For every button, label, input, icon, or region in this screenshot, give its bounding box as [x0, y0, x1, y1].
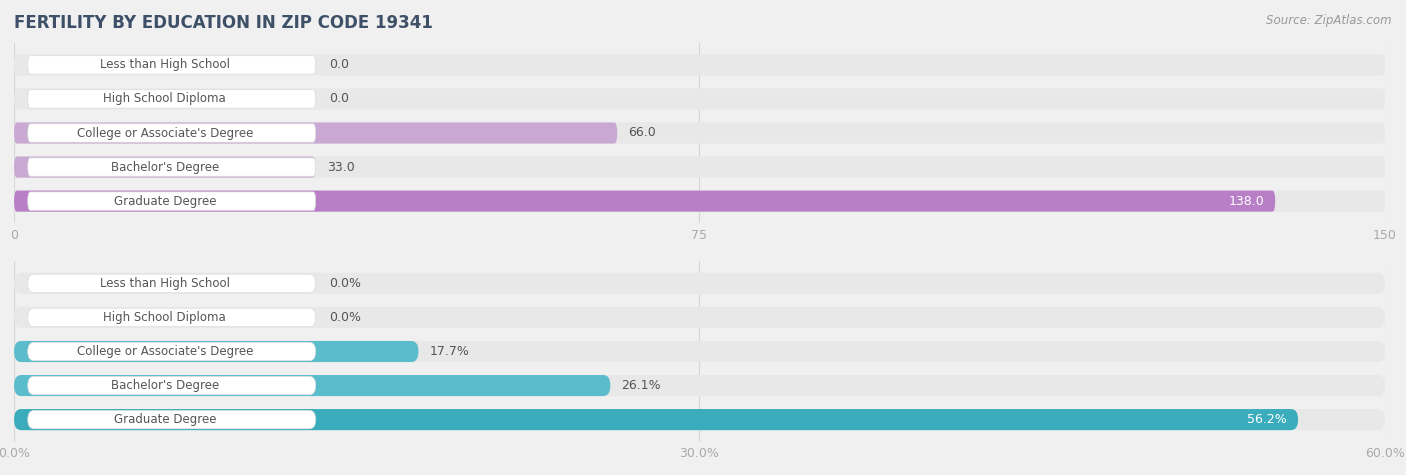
FancyBboxPatch shape [28, 342, 316, 361]
FancyBboxPatch shape [28, 376, 316, 395]
FancyBboxPatch shape [14, 273, 1385, 294]
Text: Bachelor's Degree: Bachelor's Degree [111, 161, 219, 173]
FancyBboxPatch shape [14, 341, 1385, 362]
Text: Source: ZipAtlas.com: Source: ZipAtlas.com [1267, 14, 1392, 27]
Text: 26.1%: 26.1% [621, 379, 661, 392]
FancyBboxPatch shape [28, 308, 316, 327]
FancyBboxPatch shape [14, 123, 617, 143]
FancyBboxPatch shape [14, 156, 1385, 178]
Text: Graduate Degree: Graduate Degree [114, 413, 217, 426]
Text: 0.0: 0.0 [329, 58, 349, 71]
Text: FERTILITY BY EDUCATION IN ZIP CODE 19341: FERTILITY BY EDUCATION IN ZIP CODE 19341 [14, 14, 433, 32]
Text: 66.0: 66.0 [628, 126, 657, 140]
Text: 17.7%: 17.7% [429, 345, 470, 358]
Text: High School Diploma: High School Diploma [104, 93, 226, 105]
FancyBboxPatch shape [14, 375, 610, 396]
Text: 56.2%: 56.2% [1247, 413, 1286, 426]
FancyBboxPatch shape [28, 124, 316, 142]
FancyBboxPatch shape [28, 274, 316, 293]
Text: 138.0: 138.0 [1229, 195, 1264, 208]
FancyBboxPatch shape [28, 158, 316, 176]
Text: 0.0%: 0.0% [329, 311, 361, 324]
Text: College or Associate's Degree: College or Associate's Degree [77, 345, 253, 358]
Text: Graduate Degree: Graduate Degree [114, 195, 217, 208]
FancyBboxPatch shape [14, 88, 1385, 110]
Text: Less than High School: Less than High School [100, 58, 229, 71]
Text: College or Associate's Degree: College or Associate's Degree [77, 126, 253, 140]
FancyBboxPatch shape [14, 375, 1385, 396]
FancyBboxPatch shape [14, 409, 1298, 430]
FancyBboxPatch shape [14, 409, 1385, 430]
Text: 33.0: 33.0 [326, 161, 354, 173]
FancyBboxPatch shape [14, 190, 1385, 212]
FancyBboxPatch shape [28, 192, 316, 210]
FancyBboxPatch shape [28, 410, 316, 429]
Text: Bachelor's Degree: Bachelor's Degree [111, 379, 219, 392]
FancyBboxPatch shape [14, 307, 1385, 328]
FancyBboxPatch shape [14, 190, 1275, 212]
FancyBboxPatch shape [14, 156, 316, 178]
Text: 0.0%: 0.0% [329, 277, 361, 290]
Text: 0.0: 0.0 [329, 93, 349, 105]
Text: Less than High School: Less than High School [100, 277, 229, 290]
FancyBboxPatch shape [28, 90, 316, 108]
Text: High School Diploma: High School Diploma [104, 311, 226, 324]
FancyBboxPatch shape [14, 341, 419, 362]
FancyBboxPatch shape [14, 54, 1385, 76]
FancyBboxPatch shape [28, 56, 316, 74]
FancyBboxPatch shape [14, 123, 1385, 143]
